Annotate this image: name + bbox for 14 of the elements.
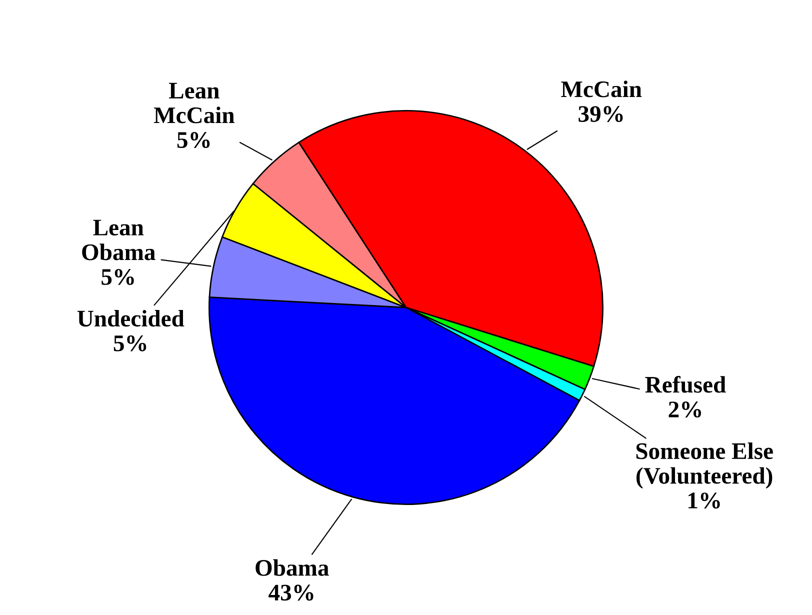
slice-label: Lean Obama [82, 220, 156, 260]
data-label: 2% [668, 402, 702, 418]
data-label: 5% [177, 132, 210, 148]
slice-label: Undecided [77, 310, 184, 327]
data-label: 5% [102, 268, 134, 285]
slice-label: Someone Else (Volunteered) [636, 442, 773, 489]
slice-label: Obama [256, 559, 329, 576]
slice-label: Lean McCain [154, 82, 234, 124]
data-label: 5% [114, 335, 146, 352]
slice-label: McCain [561, 80, 642, 98]
data-label: 39% [578, 106, 623, 122]
slice-label: Refused [645, 376, 726, 393]
data-label: 1% [688, 492, 720, 509]
data-label: 43% [268, 584, 314, 601]
